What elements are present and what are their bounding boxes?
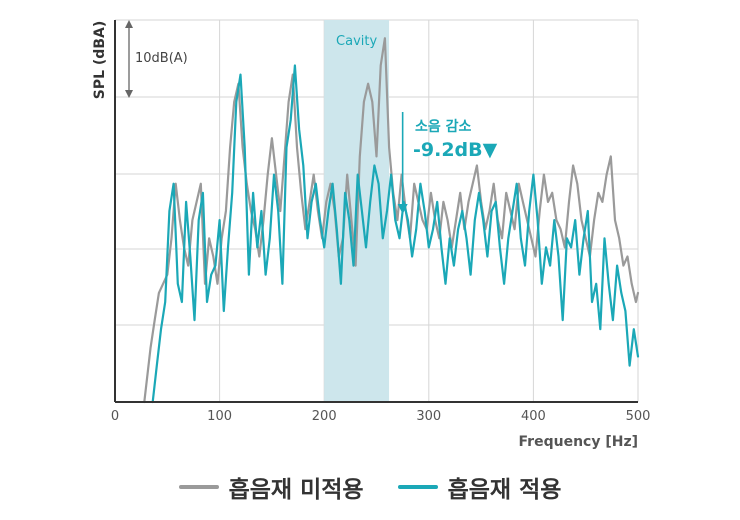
axes <box>114 20 638 403</box>
series-line-untreated <box>143 37 640 404</box>
annotation-arrow-head <box>397 204 408 214</box>
legend-item-treated: 흡음재 적용 <box>397 470 562 504</box>
x-tick-label-200: 200 <box>312 409 337 424</box>
annotation-value: -9.2dB▼ <box>413 139 498 161</box>
series-line-treated <box>151 64 640 404</box>
x-tick-label-100: 100 <box>207 409 232 424</box>
scale-arrow-up <box>125 20 133 28</box>
legend-swatch-untreated <box>178 485 219 489</box>
legend-swatch-treated <box>397 485 438 489</box>
annotation-label: 소음 감소 <box>415 118 472 135</box>
x-axis-label: Frequency [Hz] <box>519 434 638 450</box>
reduction-annotation <box>397 112 408 214</box>
scale-indicator <box>125 20 133 98</box>
scale-indicator-label: 10dB(A) <box>135 51 188 66</box>
x-tick-label-0: 0 <box>111 409 119 424</box>
legend-label-untreated: 흡음재 미적용 <box>228 477 364 503</box>
series-lines <box>143 37 640 404</box>
x-tick-labels: 0 100 200 300 400 500 <box>111 409 651 424</box>
y-axis-label: SPL (dBA) <box>92 21 108 99</box>
scale-arrow-down <box>125 90 133 98</box>
legend-item-untreated: 흡음재 미적용 <box>178 470 364 504</box>
x-tick-label-300: 300 <box>416 409 441 424</box>
legend-label-treated: 흡음재 적용 <box>447 477 562 503</box>
x-tick-label-400: 400 <box>521 409 546 424</box>
spl-frequency-chart: Cavity 10dB(A) 소음 감소 -9.2dB▼ 0 100 200 300 4… <box>92 19 651 450</box>
x-tick-label-500: 500 <box>626 409 651 424</box>
cavity-band-label: Cavity <box>336 34 377 49</box>
legend: 흡음재 미적용 흡음재 적용 <box>0 462 740 512</box>
